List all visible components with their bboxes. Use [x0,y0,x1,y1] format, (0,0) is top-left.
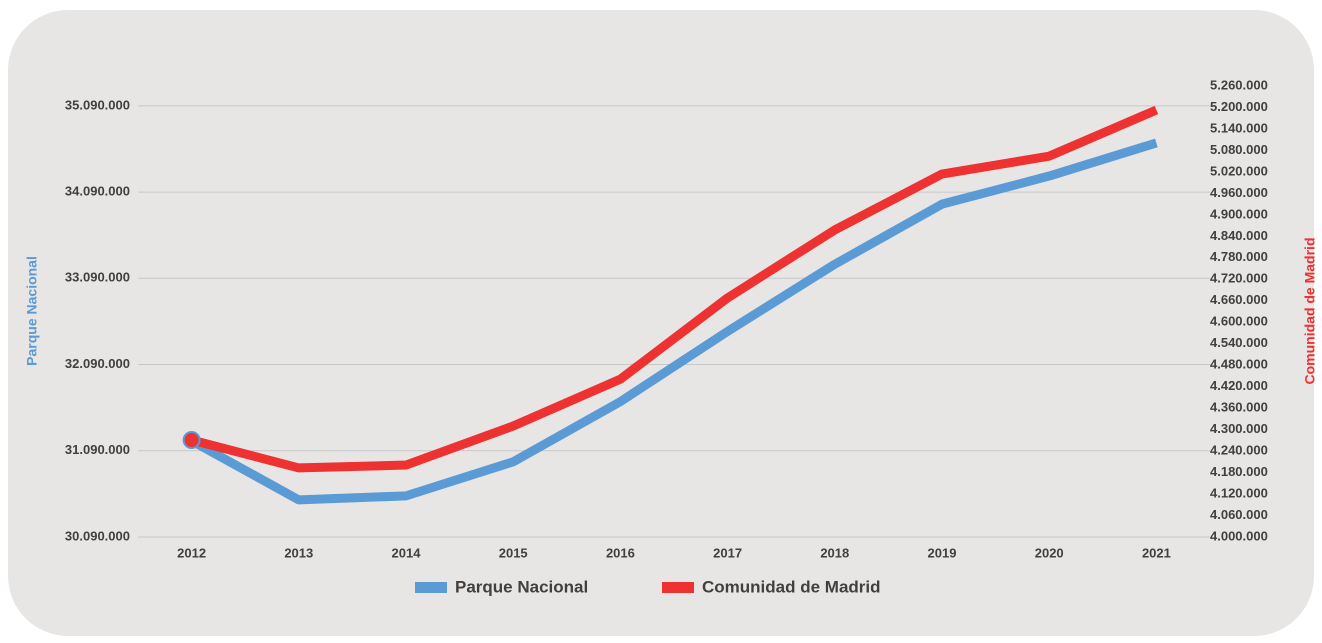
x-tick-label: 2020 [1035,545,1064,560]
y2-tick-label: 4.180.000 [1210,464,1268,479]
x-tick-label: 2021 [1142,545,1171,560]
y2-tick-label: 4.000.000 [1210,528,1268,543]
y2-tick-label: 4.300.000 [1210,421,1268,436]
y2-tick-label: 4.540.000 [1210,335,1268,350]
y2-tick-label: 4.060.000 [1210,507,1268,522]
legend-label: Comunidad de Madrid [702,577,881,596]
x-tick-label: 2013 [284,545,313,560]
y2-tick-label: 4.660.000 [1210,292,1268,307]
x-tick-label: 2018 [820,545,849,560]
x-tick-label: 2017 [713,545,742,560]
y2-tick-label: 4.600.000 [1210,314,1268,329]
y2-tick-label: 5.200.000 [1210,99,1268,114]
x-tick-label: 2012 [177,545,206,560]
y2-tick-label: 4.900.000 [1210,206,1268,221]
background [8,10,1314,636]
legend-swatch [662,582,694,593]
x-tick-label: 2019 [928,545,957,560]
y2-tick-label: 4.960.000 [1210,185,1268,200]
y2-tick-label: 4.480.000 [1210,357,1268,372]
y2-axis-title: Comunidad de Madrid [1302,238,1318,385]
line-series [190,105,1159,473]
y-tick-label: 31.090.000 [65,442,130,457]
x-tick-label: 2014 [392,545,422,560]
y2-tick-label: 4.360.000 [1210,400,1268,415]
y2-tick-label: 4.840.000 [1210,228,1268,243]
legend-swatch [415,582,447,593]
y2-tick-label: 4.120.000 [1210,485,1268,500]
y-tick-label: 35.090.000 [65,97,130,112]
x-tick-label: 2016 [606,545,635,560]
y2-tick-label: 4.720.000 [1210,271,1268,286]
legend-label: Parque Nacional [455,577,588,596]
x-tick-label: 2015 [499,545,528,560]
y2-tick-label: 4.240.000 [1210,443,1268,458]
y-tick-label: 30.090.000 [65,528,130,543]
y-tick-label: 32.090.000 [65,356,130,371]
point-marker [182,430,201,449]
y-tick-label: 33.090.000 [65,270,130,285]
y2-tick-label: 5.080.000 [1210,142,1268,157]
y2-tick-label: 5.020.000 [1210,163,1268,178]
y2-tick-label: 4.420.000 [1210,378,1268,393]
y-tick-label: 34.090.000 [65,184,130,199]
y-axis-title: Parque Nacional [24,256,40,366]
y2-tick-label: 5.260.000 [1210,77,1268,92]
line-series [189,138,1158,505]
y2-tick-label: 4.780.000 [1210,249,1268,264]
y2-tick-label: 5.140.000 [1210,120,1268,135]
